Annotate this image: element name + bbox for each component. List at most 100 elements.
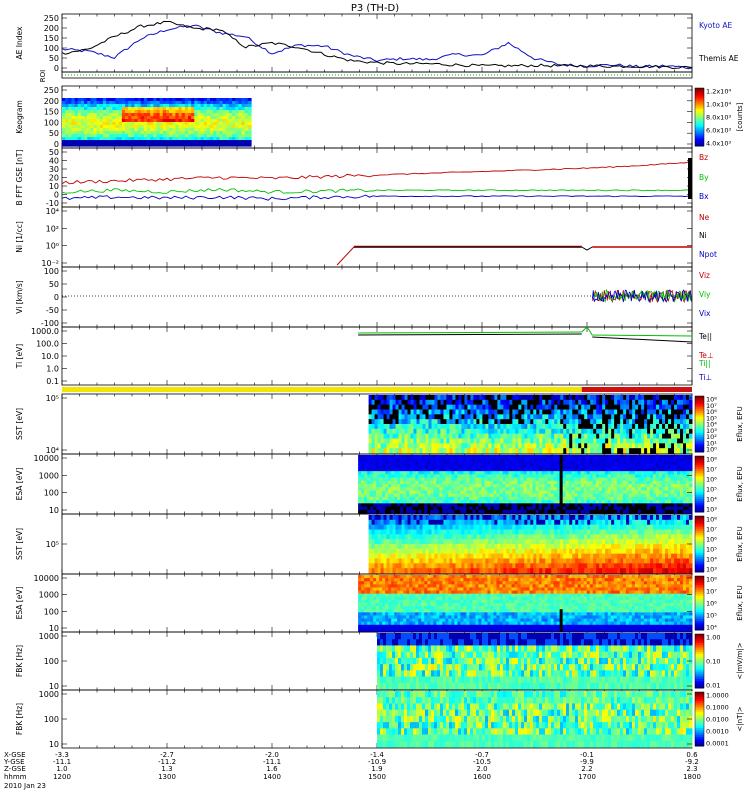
esa-e-colorbar-tick: 10⁸ [706, 456, 717, 464]
fbk-b-colorbar-tick: 1.0000 [706, 692, 729, 700]
sst-e-colorbar-label: Eflux, EFU [736, 406, 744, 441]
keogram-ytick: 200 [44, 97, 59, 106]
bfield-legend-bz: Bz [699, 153, 708, 162]
plot-title: P3 (TH-D) [351, 3, 399, 14]
esa-e-ytick: 1000 [39, 471, 59, 480]
ae-ytick: 100 [44, 44, 59, 53]
velocity-ytick: -50 [46, 306, 59, 315]
roi-ylabel: ROI [39, 70, 47, 82]
ae-ylabel: AE Index [15, 26, 24, 59]
temperature-legend-ti-par: Ti|| [698, 359, 711, 368]
sst-e-image [369, 395, 693, 454]
sst-i-image [369, 515, 693, 574]
temperature-ytick: 1.0 [46, 365, 59, 374]
ephemeris-z-value: 1.0 [56, 765, 67, 773]
fbk-e-colorbar-tick: 0.10 [706, 658, 720, 666]
bfield-series-line [62, 189, 688, 194]
ephemeris-z-value: 1.9 [371, 765, 382, 773]
fbk-e-ytick: 1000 [39, 632, 59, 641]
mode-bar-fast [582, 387, 692, 392]
density-rise-line [337, 247, 354, 265]
temperature-ytick: 1000.0 [31, 327, 59, 336]
esa-i-ylabel: ESA [eV] [15, 587, 24, 620]
density-legend-ni: Ni [699, 231, 707, 240]
temperature-legend-te-par: Te|| [698, 332, 712, 341]
density-panel [62, 207, 692, 267]
keogram-ytick: 50 [49, 129, 59, 138]
sst-i-colorbar-tick: 10⁸ [706, 516, 717, 524]
density-legend-ne: Ne [699, 213, 710, 222]
sst-i-colorbar-tick: 10³ [706, 566, 717, 574]
esa-e-colorbar-tick: 10⁴ [706, 496, 717, 504]
esa-e-ytick: 10 [49, 506, 59, 515]
bfield-series-line [62, 162, 688, 184]
density-legend-npot: Npot [699, 250, 717, 259]
keogram-image [62, 98, 252, 147]
keogram-ylabel: Keogram [15, 100, 24, 134]
esa-i-colorbar-tick: 10⁵ [706, 612, 717, 620]
density-ytick: 10² [46, 224, 59, 233]
ephemeris-time-value: 1300 [158, 773, 176, 781]
esa-e-colorbar-tick: 10⁷ [706, 466, 717, 474]
velocity-legend-viy: Viy [699, 290, 711, 299]
fbk-b-colorbar-tick: 0.0001 [706, 740, 729, 748]
fbk-e-colorbar-tick: 1.00 [706, 634, 720, 642]
ae-ytick: 50 [49, 54, 59, 63]
ephemeris-time-value: 1200 [53, 773, 71, 781]
esa-e-colorbar-tick: 10⁶ [706, 476, 717, 484]
ephemeris-time-value: 1400 [263, 773, 281, 781]
sst-e-colorbar-tick: 10⁰ [706, 446, 717, 454]
bfield-legend-by: By [699, 173, 709, 182]
temperature-line-black [358, 334, 582, 335]
velocity-ylabel: Vi [km/s] [15, 280, 24, 313]
keogram-colorbar-tick: 6.0x10³ [706, 127, 731, 135]
sst-i-colorbar-tick: 10⁶ [706, 536, 717, 544]
keogram-colorbar-tick: 8.0x10³ [706, 114, 731, 122]
fbk-e-colorbar-tick: 0.01 [706, 682, 720, 690]
ephemeris-time-value: 1500 [368, 773, 386, 781]
velocity-ytick: 100 [44, 267, 59, 276]
bfield-ylabel: B FFT GSE [nT] [15, 149, 24, 205]
bfield-edge-bar [688, 158, 692, 199]
temperature-legend-ti-perp: Ti⊥ [698, 373, 712, 382]
fbk-b-ytick: 1000 [39, 690, 59, 699]
esa-i-image [358, 575, 692, 632]
sst-i-ylabel: SST [eV] [15, 528, 24, 560]
esa-i-ytick: 1000 [39, 591, 59, 600]
esa-i-colorbar-tick: 10⁸ [706, 576, 717, 584]
temperature-ytick: 10.0 [41, 352, 59, 361]
sst-i-colorbar-tick: 10⁴ [706, 556, 717, 564]
esa-e-colorbar-tick: 10⁵ [706, 486, 717, 494]
ephemeris-z-value: 2.3 [686, 765, 697, 773]
fbk-b-image [377, 691, 693, 748]
sst-i-colorbar-label: Eflux, EFU [736, 526, 744, 561]
velocity-legend-vix: Vix [699, 309, 711, 318]
temperature-line-black-2 [592, 337, 692, 342]
esa-e-ylabel: ESA [eV] [15, 468, 24, 501]
velocity-legend-viz: Viz [699, 271, 710, 280]
keogram-colorbar-tick: 1.0x10⁴ [706, 101, 731, 109]
keogram-ytick: 150 [44, 108, 59, 117]
ae-legend-themis: Themis AE [698, 54, 739, 63]
ae-ytick: 200 [44, 24, 59, 33]
esa-i-colorbar-tick: 10⁴ [706, 624, 717, 632]
sst-e-ylabel: SST [eV] [15, 408, 24, 440]
temperature-line-green [358, 332, 582, 333]
density-dip [582, 247, 593, 250]
fbk-b-colorbar-tick: 0.0100 [706, 716, 729, 724]
ae-legend-kyoto: Kyoto AE [699, 21, 732, 30]
esa-i-colorbar-tick: 10⁷ [706, 588, 717, 596]
density-ylabel: Ni [1/cc] [15, 221, 24, 253]
ae-ytick: 0 [54, 64, 59, 73]
fbk-e-ytick: 100 [44, 657, 59, 666]
ephemeris-row-label: hhmm [4, 773, 27, 781]
esa-e-colorbar-tick: 10³ [706, 506, 717, 514]
fbk-e-colorbar: 1.000.100.01<|mV/m|> [695, 634, 744, 690]
fbk-b-colorbar-tick: 0.1000 [706, 704, 729, 712]
